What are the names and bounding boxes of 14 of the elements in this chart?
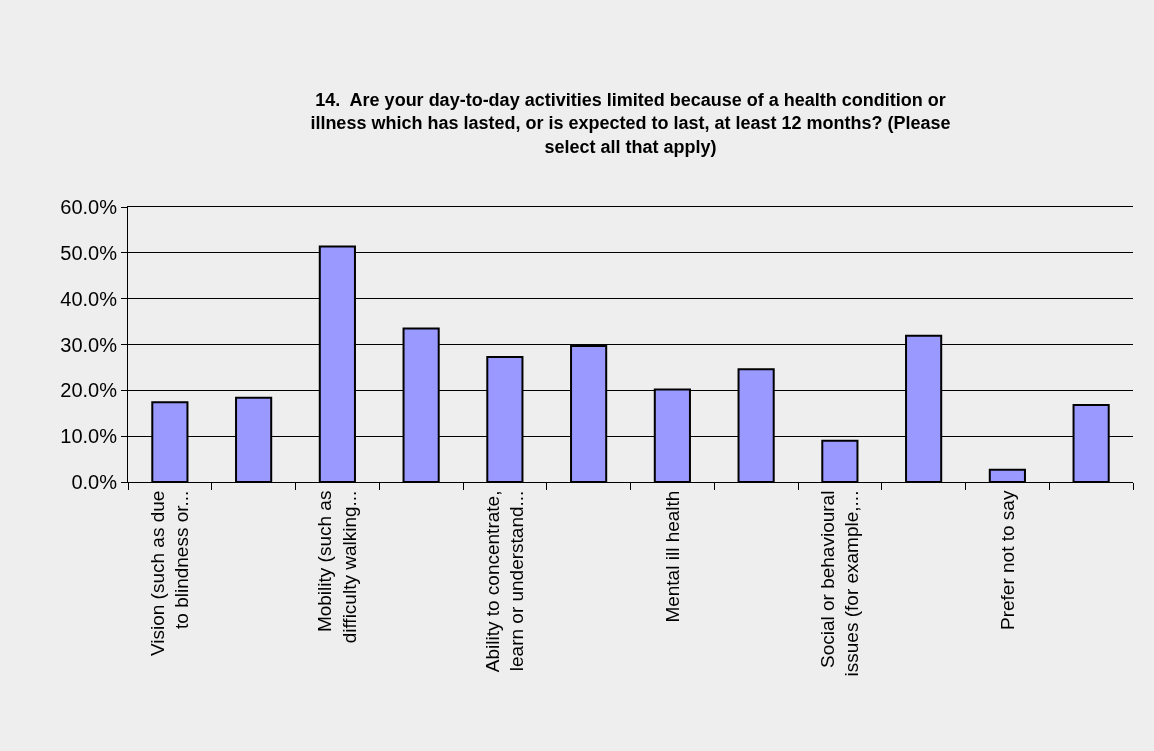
x-tick-label: Vision (such as due to blindness or...: [146, 490, 193, 657]
y-tick-label: 10.0%: [60, 425, 118, 448]
chart-title: 14. Are your day-to-day activities limited because of a health condition or illness which has lasted, or is expected to last, at least 12 months? (Please select all that apply): [310, 90, 951, 157]
y-tick-label: 60.0%: [60, 196, 118, 218]
x-tick-label: Ability to concentrate, learn or understand...: [481, 490, 528, 673]
x-tick-label: Mental ill health: [661, 490, 683, 623]
y-tick-label: 20.0%: [60, 379, 118, 402]
x-tick-label: Prefer not to say: [996, 490, 1018, 631]
y-tick-label: 30.0%: [60, 333, 118, 356]
x-tick-label: Mobility (such as difficulty walking...: [314, 490, 360, 644]
y-tick-label: 50.0%: [60, 241, 118, 264]
y-tick-label: 40.0%: [60, 287, 118, 310]
y-tick-label: 0.0%: [71, 471, 118, 493]
x-tick-label: Social or behavioural issues (for example,...: [816, 490, 863, 677]
